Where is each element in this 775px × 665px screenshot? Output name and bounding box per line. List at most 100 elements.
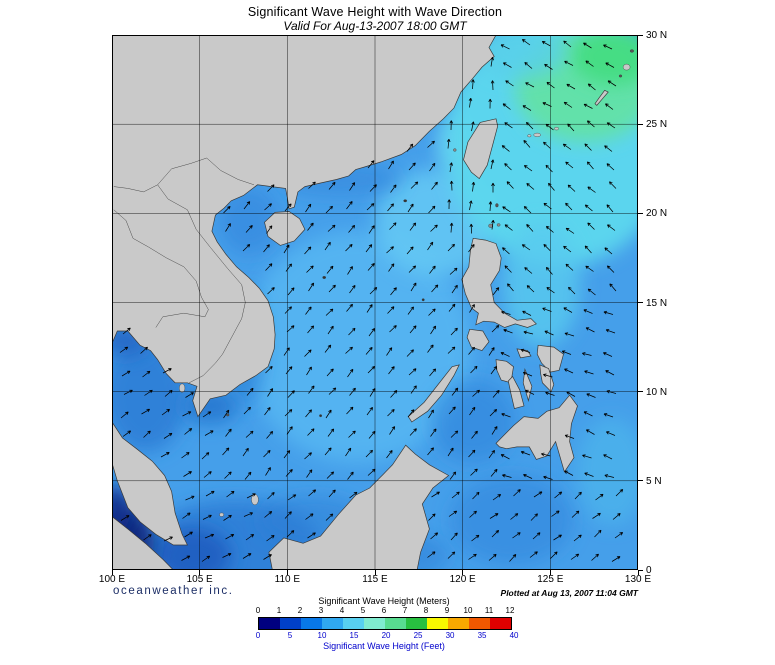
colorbar-segment — [490, 618, 511, 629]
wave-height-region-east-mindanao-cyan — [576, 418, 638, 526]
lon-tick-mark — [374, 570, 376, 575]
legend-feet-tick: 30 — [445, 631, 455, 640]
page-title: Significant Wave Height with Wave Direct… — [247, 5, 503, 19]
lat-tick-label: 0 — [646, 565, 652, 576]
legend-meters-tick: 8 — [423, 606, 429, 615]
colorbar-segment — [280, 618, 301, 629]
legend-meters-tick: 7 — [402, 606, 408, 615]
island-anambas — [219, 512, 224, 517]
colorbar-segment — [385, 618, 406, 629]
colorbar-segment — [469, 618, 490, 629]
lon-tick-mark — [637, 570, 639, 575]
lon-tick-mark — [549, 570, 551, 575]
wave-direction-arrows — [119, 39, 624, 562]
legend-meters-tick: 0 — [255, 606, 261, 615]
colorbar-segment — [259, 618, 280, 629]
legend-meters-label: Significant Wave Height (Meters) — [318, 596, 450, 606]
island-batanes — [495, 203, 499, 208]
island-phu-quoc — [179, 383, 186, 393]
map-frame — [112, 35, 638, 570]
lat-tick-label: 15 N — [646, 297, 668, 309]
land-borneo — [268, 444, 450, 570]
colorbar-segment — [364, 618, 385, 629]
wave-height-region-scs-light — [243, 231, 472, 463]
lon-tick-label: 115 E — [362, 574, 388, 585]
lat-tick-label: 20 N — [646, 208, 668, 220]
wave-height-colorbar — [258, 617, 512, 630]
island-con-dao — [226, 413, 230, 417]
island-penghu — [453, 148, 457, 152]
wave-height-region-tonkin-dark — [219, 186, 279, 255]
legend-feet-tick: 10 — [317, 631, 327, 640]
land-negros — [507, 375, 525, 410]
land-layer — [112, 35, 634, 570]
legend-meters-tick: 3 — [318, 606, 324, 615]
legend-meters-tick: 5 — [360, 606, 366, 615]
lon-tick-label: 105 E — [186, 574, 213, 585]
land-masbate — [516, 348, 532, 359]
island-tokara-2 — [629, 49, 634, 53]
lon-tick-mark — [462, 570, 464, 575]
border-thailand-cambodia — [155, 309, 209, 328]
island-tokara — [618, 74, 623, 78]
oceanweather-logo-text: oceanweather inc. — [113, 585, 234, 597]
wave-height-map — [112, 35, 638, 570]
land-mindanao — [495, 394, 578, 473]
land-malay-peninsula — [112, 421, 188, 546]
legend-feet-label: Significant Wave Height (Feet) — [323, 641, 445, 651]
island-pratas — [403, 199, 408, 203]
legend-meters-tick: 6 — [381, 606, 387, 615]
island-babuyan-2 — [496, 223, 501, 227]
lon-tick-label: 100 E — [98, 574, 126, 585]
wave-height-region-pacific-green-core — [571, 35, 638, 85]
land-hainan — [264, 211, 306, 246]
legend-meters-tick: 10 — [463, 606, 473, 615]
land-mainland-asia — [112, 35, 497, 418]
land-okinawa — [594, 89, 609, 106]
valid-time-subtitle: Valid For Aug-13-2007 18:00 GMT — [283, 19, 467, 33]
legend-meters-tick: 11 — [484, 606, 494, 615]
legend-feet-tick: 20 — [381, 631, 391, 640]
island-yaeyama — [527, 134, 532, 138]
border-vietnam-laos — [157, 184, 242, 285]
island-scarborough — [421, 298, 425, 302]
legend-feet-tick: 5 — [287, 631, 293, 640]
legend-meters-tick: 9 — [444, 606, 450, 615]
legend-meters-tick: 4 — [339, 606, 345, 615]
island-ishigaki — [533, 132, 541, 137]
plotted-timestamp: Plotted at Aug 13, 2007 11:04 GMT — [500, 588, 638, 598]
land-taiwan — [463, 118, 499, 180]
legend-feet-tick: 25 — [413, 631, 423, 640]
colorbar-segment — [322, 618, 343, 629]
colorbar-segment — [301, 618, 322, 629]
wave-height-region-east-luzon-cyan — [503, 222, 581, 348]
island-miyako — [554, 126, 559, 131]
lat-tick-mark — [638, 123, 643, 125]
land-sumatra — [112, 516, 174, 570]
colorbar-segment — [343, 618, 364, 629]
lon-tick-mark — [286, 570, 288, 575]
land-mindoro — [466, 328, 490, 352]
border-china-vietnam — [113, 157, 255, 193]
island-amami — [622, 63, 631, 71]
lat-tick-mark — [638, 212, 643, 214]
lon-tick-label: 110 E — [274, 574, 301, 585]
legend-feet-tick: 0 — [255, 631, 261, 640]
colorbar-segment — [406, 618, 427, 629]
lon-tick-label: 125 E — [537, 574, 564, 585]
legend-meters-tick: 2 — [297, 606, 303, 615]
lat-tick-mark — [638, 569, 643, 571]
lat-tick-mark — [638, 302, 643, 303]
lon-tick-label: 130 E — [624, 574, 652, 585]
legend-meters-tick: 1 — [276, 606, 282, 615]
graticule-layer — [112, 35, 638, 570]
wave-height-region-sulu-sea-dark — [431, 381, 516, 463]
lon-tick-mark — [111, 570, 113, 575]
lat-tick-label: 30 N — [646, 30, 668, 41]
colorbar-segment — [448, 618, 469, 629]
lat-tick-mark — [638, 391, 643, 393]
map-area — [112, 35, 638, 570]
legend-feet-tick: 15 — [349, 631, 359, 640]
land-palawan — [407, 364, 460, 423]
